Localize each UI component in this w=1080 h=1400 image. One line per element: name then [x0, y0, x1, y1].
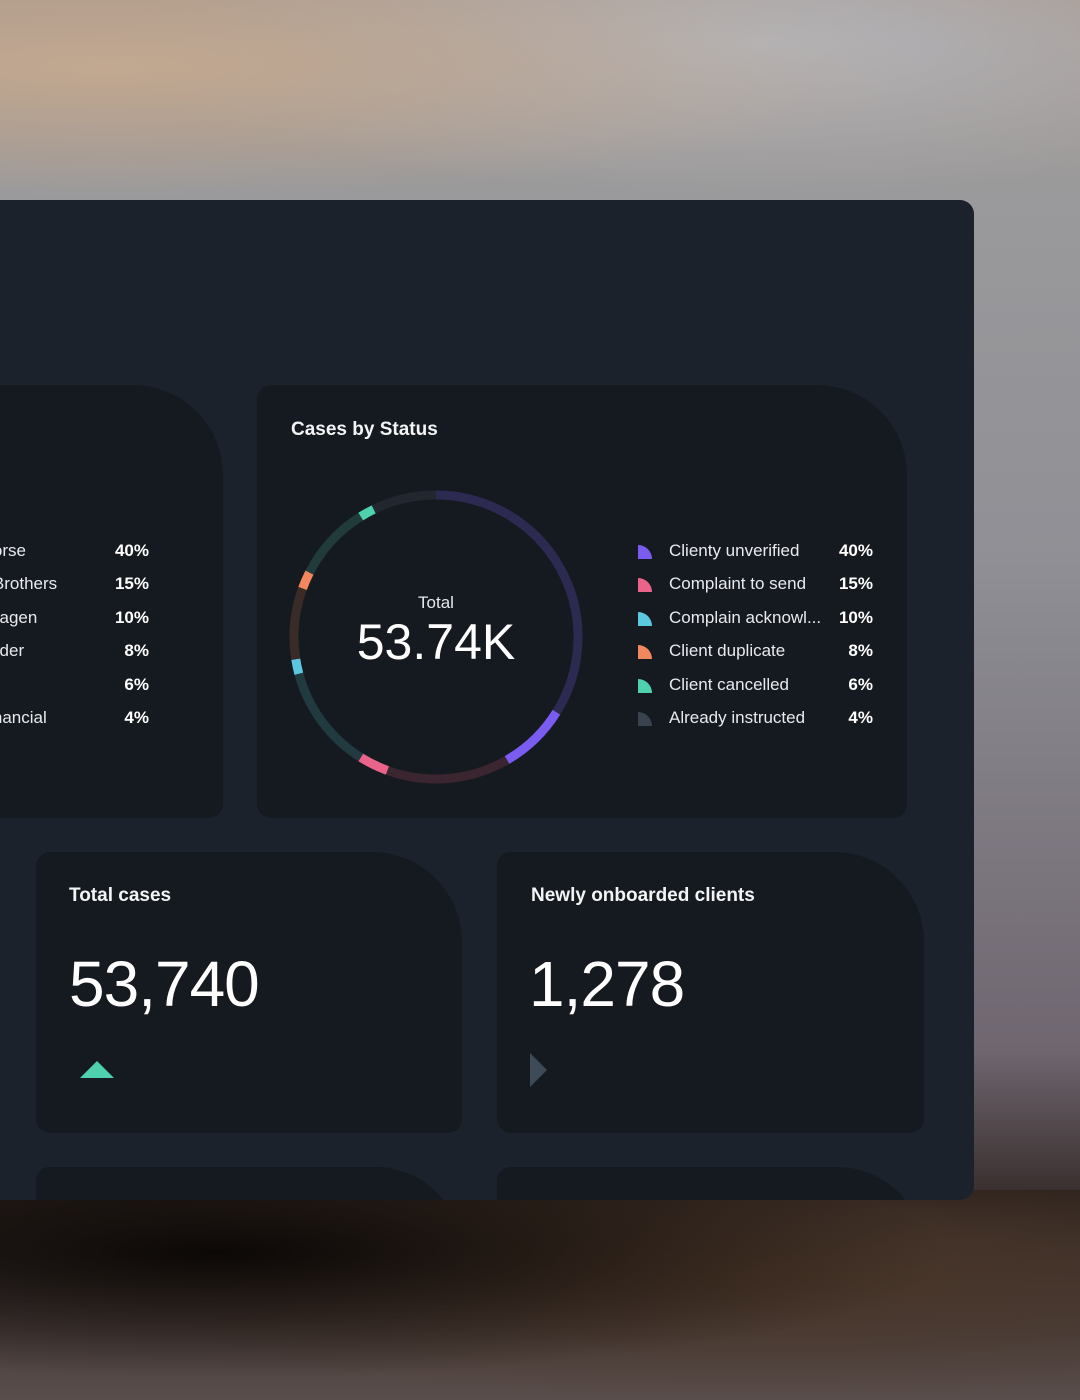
donut-segment	[289, 586, 307, 660]
donut-segment	[291, 658, 304, 675]
legend-swatch-icon	[638, 545, 652, 559]
card-title: Total cases	[69, 885, 172, 906]
client-row-value: 8%	[124, 641, 149, 661]
legend-label: Clienty unverified	[669, 541, 800, 560]
donut-total-label: Total	[418, 593, 454, 612]
bottom-right-card	[497, 1167, 924, 1200]
donut-segment	[358, 505, 376, 521]
dashboard-panel: ackhorse 40% lose Brothers 15% olkswagen 1…	[0, 200, 974, 1200]
donut-segment	[385, 756, 510, 784]
total-cases-card: Total cases 53,740	[36, 852, 462, 1133]
client-row-value: 15%	[114, 574, 149, 594]
donut-segment	[298, 570, 314, 591]
status-donut-chart	[289, 490, 583, 784]
trend-up-icon	[80, 1061, 114, 1078]
client-row-label: olkswagen	[0, 607, 38, 627]
donut-total-value: 53.74K	[356, 614, 516, 670]
legend-swatch-icon	[638, 678, 652, 693]
total-cases-value: 53,740	[69, 948, 260, 1020]
client-row-label: antander	[0, 641, 25, 661]
client-row-label: lose Brothers	[0, 574, 58, 594]
background-blur-bottom	[0, 1190, 1080, 1400]
cases-by-status-card: Cases by Status Total 53.74K Clienty unv…	[257, 385, 907, 818]
client-row-label: ackhorse	[0, 541, 26, 560]
legend-value: 8%	[848, 641, 873, 661]
client-row-value: 40%	[114, 541, 149, 560]
legend-value: 40%	[838, 541, 873, 560]
client-row-value: 10%	[114, 607, 149, 627]
card-title: Newly onboarded clients	[531, 885, 755, 906]
donut-segment	[504, 709, 561, 764]
legend-label: Client duplicate	[669, 641, 786, 661]
donut-segment	[358, 753, 390, 775]
background-blur-top	[0, 0, 1080, 220]
legend-value: 4%	[848, 708, 873, 727]
donut-segment	[371, 490, 437, 514]
top-clients-card: ackhorse 40% lose Brothers 15% olkswagen 1…	[0, 385, 223, 818]
trend-neutral-icon	[530, 1053, 547, 1087]
new-clients-card: Newly onboarded clients 1,278	[497, 852, 924, 1133]
legend-value: 15%	[838, 574, 873, 594]
legend-label: Complain acknowl...	[669, 607, 822, 627]
new-clients-value: 1,278	[529, 948, 685, 1020]
client-row-value: 6%	[124, 674, 149, 694]
card-title: Cases by Status	[291, 419, 438, 440]
legend-swatch-icon	[638, 712, 652, 726]
legend-value: 10%	[838, 607, 873, 627]
donut-segment	[305, 512, 364, 575]
client-row-value: 4%	[124, 708, 149, 727]
donut-segment	[294, 672, 364, 762]
legend-label: Already instructed	[669, 708, 806, 727]
client-row-label: CI Financial	[0, 708, 47, 727]
legend-value: 6%	[848, 674, 873, 694]
donut-segment	[435, 490, 583, 715]
legend-swatch-icon	[638, 611, 652, 626]
legend-swatch-icon	[638, 578, 652, 593]
legend-swatch-icon	[638, 645, 652, 660]
bottom-left-card	[36, 1167, 462, 1200]
legend-label: Client cancelled	[669, 674, 790, 694]
legend-label: Complaint to send	[669, 574, 807, 594]
